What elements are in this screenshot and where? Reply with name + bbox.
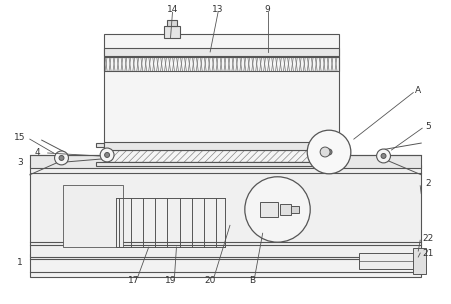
Text: 9: 9 — [265, 5, 271, 14]
Bar — [106, 147, 334, 162]
Bar — [291, 206, 299, 213]
Text: 3: 3 — [17, 158, 23, 168]
Bar — [104, 48, 339, 56]
Text: 15: 15 — [14, 133, 26, 142]
Circle shape — [307, 130, 351, 174]
Bar — [104, 34, 339, 150]
Circle shape — [326, 149, 332, 155]
Text: 22: 22 — [423, 234, 434, 243]
Bar — [30, 155, 421, 168]
Text: 5: 5 — [425, 122, 431, 131]
Text: 19: 19 — [165, 276, 176, 285]
Bar — [96, 162, 344, 166]
Circle shape — [245, 177, 310, 242]
Text: 21: 21 — [423, 249, 434, 257]
Circle shape — [381, 154, 386, 158]
Circle shape — [55, 151, 69, 165]
Circle shape — [59, 155, 64, 161]
Bar — [359, 253, 421, 269]
Circle shape — [100, 148, 114, 162]
Bar — [260, 202, 277, 217]
Circle shape — [377, 149, 391, 163]
Text: 2: 2 — [425, 179, 431, 188]
Bar — [64, 185, 123, 247]
Text: 20: 20 — [204, 276, 216, 285]
Text: 13: 13 — [212, 5, 224, 14]
Text: A: A — [415, 86, 421, 95]
Bar — [413, 248, 426, 274]
Text: B: B — [249, 276, 255, 285]
Bar — [166, 20, 177, 26]
Text: 4: 4 — [35, 147, 41, 157]
Bar — [104, 57, 339, 71]
Bar — [30, 254, 421, 277]
Text: 1: 1 — [17, 258, 23, 268]
Bar — [104, 142, 339, 150]
Bar — [164, 26, 180, 38]
Bar — [96, 143, 344, 147]
Circle shape — [320, 147, 330, 157]
Text: 17: 17 — [128, 276, 140, 285]
Bar — [30, 165, 421, 257]
Bar — [106, 147, 334, 162]
Text: 14: 14 — [167, 5, 178, 14]
Bar — [280, 203, 291, 216]
Circle shape — [105, 153, 110, 157]
